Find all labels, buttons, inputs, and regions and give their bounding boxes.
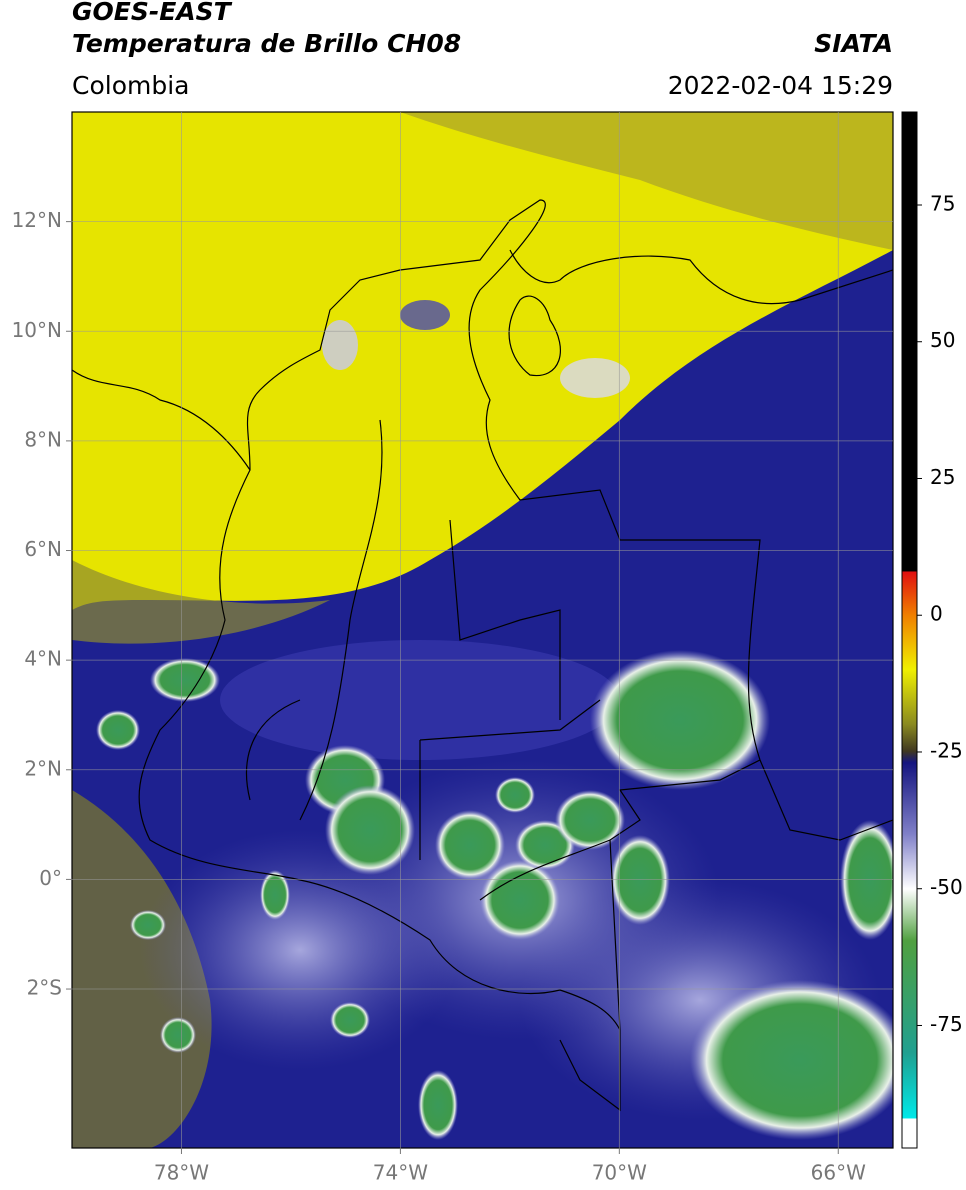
y-tick-label: 2°N <box>24 756 62 780</box>
datetime: 2022-02-04 15:29 <box>668 71 893 100</box>
map-frame <box>71 111 894 1149</box>
colorbar-tick-label: 75 <box>930 191 955 215</box>
colorbar-tick-label: -25 <box>930 738 963 762</box>
colorbar-tick-label: 0 <box>930 602 943 626</box>
y-tick-label: 6°N <box>24 537 62 561</box>
x-tick-label: 78°W <box>154 1161 209 1185</box>
colorbar-tick-label: -75 <box>930 1012 963 1036</box>
colorbar-tick-label: -50 <box>930 875 963 899</box>
satellite-image <box>72 112 893 1148</box>
subtitle: Temperatura de Brillo CH08 <box>72 29 461 58</box>
y-tick-label: 0° <box>39 866 62 890</box>
y-tick-label: 4°N <box>24 647 62 671</box>
y-tick-label: 10°N <box>12 318 62 342</box>
title: GOES-EAST <box>72 0 233 26</box>
colorbar <box>901 111 918 1149</box>
x-tick-label: 66°W <box>811 1161 866 1185</box>
source: SIATA <box>814 29 893 58</box>
x-tick-label: 74°W <box>373 1161 428 1185</box>
region: Colombia <box>72 71 189 100</box>
y-tick-label: 2°S <box>27 976 62 1000</box>
colorbar-tick-label: 25 <box>930 465 955 489</box>
x-tick-label: 70°W <box>592 1161 647 1185</box>
y-tick-label: 8°N <box>24 427 62 451</box>
y-tick-label: 12°N <box>12 208 62 232</box>
colorbar-tick-label: 50 <box>930 328 955 352</box>
